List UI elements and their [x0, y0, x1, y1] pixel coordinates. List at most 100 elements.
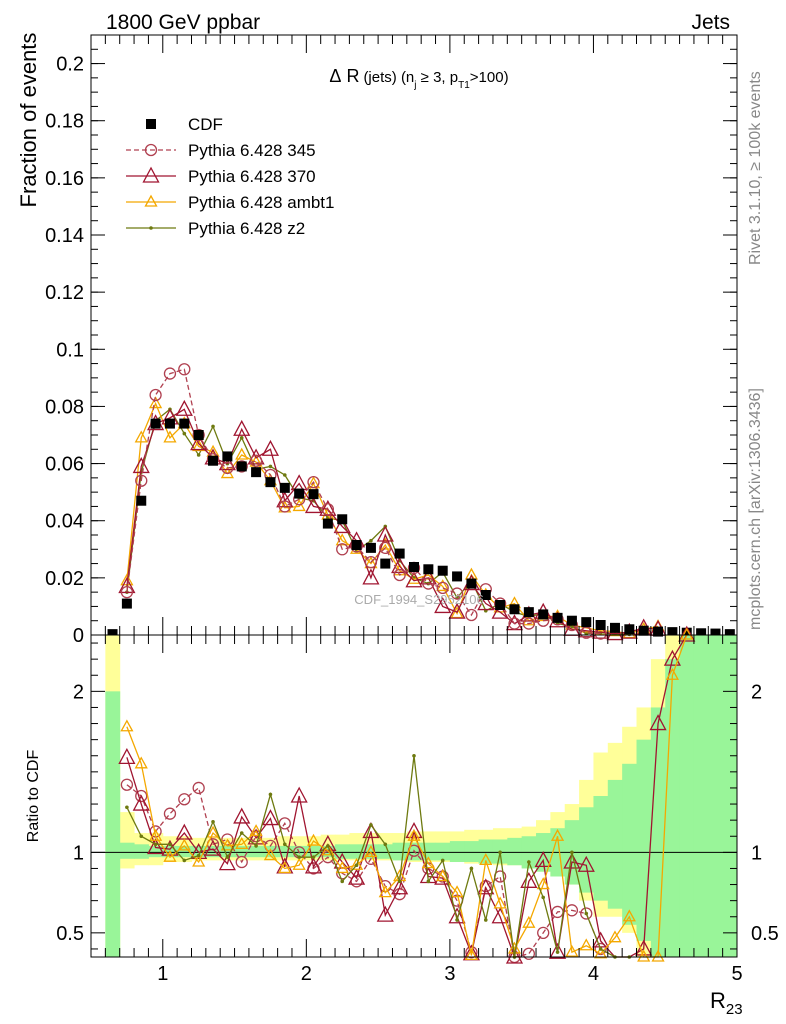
main-p345-point: [249, 454, 263, 467]
main-cdf-point: [595, 620, 606, 630]
main-y-tick-label: 0.14: [45, 225, 84, 247]
ratio-ambt1-point: [163, 849, 177, 862]
main-p370-point: [577, 621, 595, 638]
ratio-band-green: [722, 635, 738, 957]
main-p345-point: [178, 363, 191, 376]
ratio-p370-point: [678, 625, 696, 642]
ratio-y-axis-label: Ratio to CDF: [25, 750, 42, 843]
main-cdf-point: [322, 518, 333, 529]
ratio-p345-point: [221, 833, 234, 846]
main-cdf-point: [495, 600, 506, 610]
ratio-p345-point: [537, 926, 550, 939]
ratio-p345-point: [163, 807, 177, 820]
main-y-tick-label: 0.16: [45, 168, 84, 190]
ratio-p345-point: [135, 789, 148, 803]
ratio-z2-line: [126, 755, 630, 958]
ratio-ambt1-point: [306, 833, 321, 846]
ratio-ambt1-point: [450, 885, 464, 898]
title-jets: (jets) (n: [363, 69, 414, 86]
main-cdf-point: [365, 542, 376, 553]
main-z2-point: [182, 431, 187, 436]
ratio-y-tick-label-right: 2: [751, 681, 762, 703]
ratio-z2-point: [182, 858, 187, 863]
ratio-z2-point: [125, 805, 129, 810]
ratio-ambt1-point: [680, 627, 694, 640]
main-y-tick-label: 0.04: [45, 511, 84, 533]
ratio-band-green: [191, 845, 207, 858]
main-cdf-point: [581, 617, 592, 628]
ratio-band-green: [593, 796, 609, 901]
ratio-band-green: [607, 779, 623, 909]
ratio-band-green: [335, 844, 350, 859]
header-left: 1800 GeV ppbar: [106, 11, 260, 34]
main-p345-point: [163, 367, 177, 380]
ratio-ambt1-point: [149, 828, 163, 841]
main-p345-point: [235, 460, 248, 473]
ratio-plot-frame: [90, 634, 738, 958]
main-cdf-point: [380, 558, 391, 569]
ratio-p370-point: [376, 905, 394, 922]
main-p345-point: [436, 581, 449, 595]
main-cdf-point: [523, 607, 534, 618]
main-p345-point: [307, 475, 320, 489]
main-plot-panel: 00.020.040.060.080.10.120.140.160.180.2 …: [16, 33, 738, 647]
ratio-z2-point: [311, 855, 316, 859]
main-p370-point: [132, 457, 150, 474]
ratio-band-green: [478, 839, 494, 864]
ratio-z2-point: [498, 850, 502, 855]
ratio-y-tick-label: 0.5: [56, 923, 84, 945]
legend-marker-cdf: [146, 119, 156, 129]
ratio-ambt1-point: [407, 828, 421, 841]
rivet-label: Rivet 3.1.10, ≥ 100k events: [747, 71, 764, 265]
main-p370-point: [405, 571, 423, 588]
ratio-z2-point: [584, 911, 589, 916]
main-p370-point: [592, 622, 610, 639]
title-j-sub: j: [413, 80, 416, 91]
ratio-z2-point: [268, 792, 273, 797]
main-p345-point: [278, 500, 291, 513]
main-cdf-point: [164, 418, 175, 429]
ratio-band-yellow: [119, 812, 135, 869]
mcplots-label: mcplots.cern.ch [arXiv:1306.3436]: [747, 388, 764, 630]
ratio-y-tick-label: 1: [73, 842, 84, 864]
ratio-ambt1-point: [665, 667, 679, 680]
main-p345-point: [135, 474, 148, 487]
ratio-p345-point: [192, 781, 205, 795]
ratio-band-green: [464, 841, 480, 863]
main-p370-point: [491, 602, 509, 619]
main-cdf-point: [423, 564, 434, 575]
main-p345-point: [508, 617, 521, 630]
ratio-p370-point: [663, 649, 681, 666]
main-p345-point: [465, 608, 478, 622]
ratio-ambt1-point: [278, 861, 292, 874]
ratio-p345-point: [235, 855, 248, 869]
ratio-band-green: [105, 691, 121, 957]
main-y-tick-label: 0.12: [45, 282, 84, 304]
main-p345-point: [450, 587, 464, 600]
ratio-p370-point: [548, 942, 567, 959]
x-tick-label: 3: [444, 963, 455, 985]
plot-title: Δ R (jets) (nj ≥ 3, pT1>100): [329, 66, 508, 91]
main-p345-point: [393, 568, 406, 582]
ratio-band-green: [665, 659, 681, 957]
main-p345-point: [149, 388, 162, 402]
main-z2-point: [584, 631, 589, 636]
title-r: R: [346, 66, 359, 86]
main-y-tick-label: 0.18: [45, 111, 84, 133]
legend-label-p370: Pythia 6.428 370: [188, 167, 316, 186]
ratio-ambt1-point: [220, 838, 234, 851]
main-y-tick-label: 0.1: [56, 339, 84, 361]
ratio-ambt1-point: [321, 843, 335, 856]
ratio-z2-point: [283, 842, 287, 847]
ratio-p345-point: [178, 793, 191, 806]
ratio-y-tick-label: 2: [73, 681, 84, 703]
legend-marker-ambt1: [144, 194, 158, 207]
main-cdf-point: [308, 489, 319, 500]
main-p370-point: [333, 517, 351, 534]
main-cdf-point: [351, 540, 362, 550]
main-cdf-point: [452, 571, 463, 582]
main-cdf-point: [394, 548, 405, 559]
ratio-band-green: [248, 845, 264, 858]
main-cdf-point: [208, 455, 219, 466]
title-t1-sub: T1: [458, 80, 470, 91]
